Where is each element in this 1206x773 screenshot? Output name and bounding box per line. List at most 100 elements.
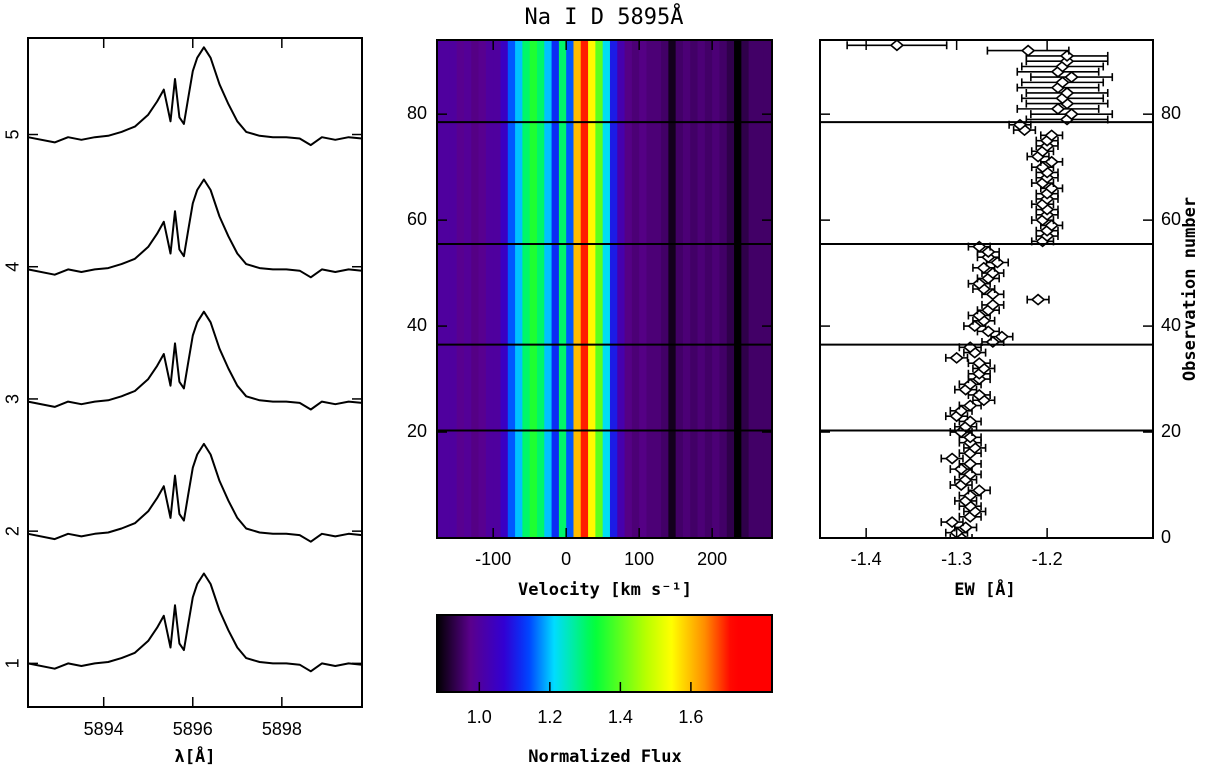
diamond-marker bbox=[1030, 293, 1046, 306]
diamond-marker bbox=[958, 473, 973, 486]
heatmap-cell bbox=[704, 40, 713, 538]
diamond-marker bbox=[1044, 182, 1059, 195]
diamond-marker bbox=[1050, 102, 1066, 115]
x-tick-label: 200 bbox=[697, 549, 727, 569]
heatmap-cell bbox=[566, 40, 574, 538]
heatmap-cell bbox=[602, 40, 611, 538]
diamond-marker bbox=[949, 410, 964, 423]
x-tick-label: 100 bbox=[624, 549, 654, 569]
x-tick-label: 5894 bbox=[84, 719, 124, 739]
colorbar-label: Normalized Flux bbox=[528, 747, 682, 767]
diamond-marker bbox=[962, 431, 978, 444]
heatmap-cell bbox=[763, 40, 773, 538]
diamond-marker bbox=[944, 516, 960, 529]
heatmap-cell bbox=[646, 40, 655, 538]
diamond-marker bbox=[981, 245, 996, 258]
heatmap-cell bbox=[668, 40, 677, 538]
points bbox=[846, 40, 1114, 538]
colorbar-tick-label: 1.2 bbox=[537, 707, 562, 727]
plot-frame bbox=[819, 39, 1154, 539]
y-tick-label: 5 bbox=[3, 130, 23, 140]
heatmap-cell bbox=[500, 40, 509, 538]
y-tick-label: 40 bbox=[407, 315, 427, 335]
x-tick-label: 5898 bbox=[262, 719, 302, 739]
diamond-marker bbox=[981, 325, 996, 338]
diamond-marker bbox=[1039, 224, 1055, 237]
heatmap-cell bbox=[741, 40, 750, 538]
diamond-marker bbox=[985, 267, 1001, 280]
y-tick-label: 4 bbox=[3, 262, 23, 272]
heatmap-cell bbox=[464, 40, 472, 538]
diamond-marker bbox=[985, 298, 1001, 311]
heatmap-cell bbox=[661, 40, 669, 538]
heatmap-cell bbox=[639, 40, 647, 538]
heatmap-cell bbox=[755, 40, 764, 538]
diamond-marker bbox=[981, 304, 996, 317]
diamond-marker bbox=[962, 447, 978, 460]
x-tick-label: 0 bbox=[561, 549, 571, 569]
x-tick-label: -1.2 bbox=[1032, 549, 1063, 569]
plot-frame bbox=[27, 37, 363, 708]
diamond-marker bbox=[1039, 134, 1055, 147]
heatmap-cell bbox=[437, 40, 450, 538]
x-tick-label: -1.4 bbox=[851, 549, 882, 569]
diamond-marker bbox=[944, 452, 960, 465]
y-tick-label: 3 bbox=[3, 394, 23, 404]
diamond-marker bbox=[990, 256, 1005, 269]
diamond-marker bbox=[962, 457, 978, 470]
heatmap-cell bbox=[726, 40, 735, 538]
diamond-marker bbox=[972, 367, 987, 380]
diamond-marker bbox=[958, 494, 973, 507]
diamond-marker bbox=[962, 399, 978, 412]
heatmap-cell bbox=[719, 40, 728, 538]
diamond-marker bbox=[1030, 150, 1046, 163]
spectrum-line bbox=[27, 178, 363, 279]
heatmap-cell bbox=[682, 40, 691, 538]
colorbar-tick-label: 1.0 bbox=[467, 707, 492, 727]
diamond-marker bbox=[962, 468, 978, 481]
heatmap-cell bbox=[675, 40, 684, 538]
heatmap-cell bbox=[617, 40, 626, 538]
x-tick-label: 5896 bbox=[173, 719, 213, 739]
diamond-marker bbox=[1039, 187, 1055, 200]
x-tick-label: -100 bbox=[475, 549, 511, 569]
heatmap-cell bbox=[697, 40, 706, 538]
chart-title: Na I D 5895Å bbox=[525, 3, 684, 30]
spectrum-line bbox=[27, 310, 363, 411]
diamond-marker bbox=[1064, 108, 1079, 121]
diamond-marker bbox=[1044, 219, 1059, 232]
heatmap-cell bbox=[529, 40, 538, 538]
x-axis-label: λ[Å] bbox=[175, 744, 216, 767]
diamond-marker bbox=[1055, 76, 1070, 89]
spectrum-line bbox=[27, 442, 363, 543]
colorbar bbox=[436, 614, 773, 693]
y-tick-label: 60 bbox=[1161, 209, 1181, 229]
y-tick-label: 20 bbox=[407, 421, 427, 441]
y-axis-label: Observation number bbox=[1180, 197, 1200, 381]
heatmap-cell bbox=[507, 40, 516, 538]
error-bar bbox=[949, 534, 973, 538]
diamond-marker bbox=[981, 272, 996, 285]
x-tick-label: -1.3 bbox=[941, 549, 972, 569]
y-tick-label: 2 bbox=[3, 526, 23, 536]
heatmap-cell bbox=[595, 40, 604, 538]
heatmap-cell bbox=[493, 40, 501, 538]
y-tick-label: 60 bbox=[407, 209, 427, 229]
diamond-marker bbox=[953, 478, 969, 492]
spectrum-line bbox=[27, 572, 363, 673]
diamond-marker bbox=[1044, 129, 1059, 142]
y-tick-label: 1 bbox=[3, 658, 23, 668]
y-tick-label: 40 bbox=[1161, 315, 1181, 335]
spectrum-line bbox=[27, 46, 363, 147]
colorbar-tick-label: 1.6 bbox=[678, 707, 703, 727]
heatmap-cell bbox=[449, 40, 458, 538]
heatmap-cell bbox=[588, 40, 596, 538]
heatmap-cell bbox=[456, 40, 465, 538]
diamond-marker bbox=[1020, 44, 1036, 57]
diamond-marker bbox=[972, 484, 987, 497]
x-axis-label: EW [Å] bbox=[954, 577, 1015, 600]
diamond-marker bbox=[985, 288, 1001, 301]
heatmap-cell bbox=[522, 40, 531, 538]
diamond-marker bbox=[1059, 49, 1075, 62]
diamond-marker bbox=[1050, 81, 1066, 94]
